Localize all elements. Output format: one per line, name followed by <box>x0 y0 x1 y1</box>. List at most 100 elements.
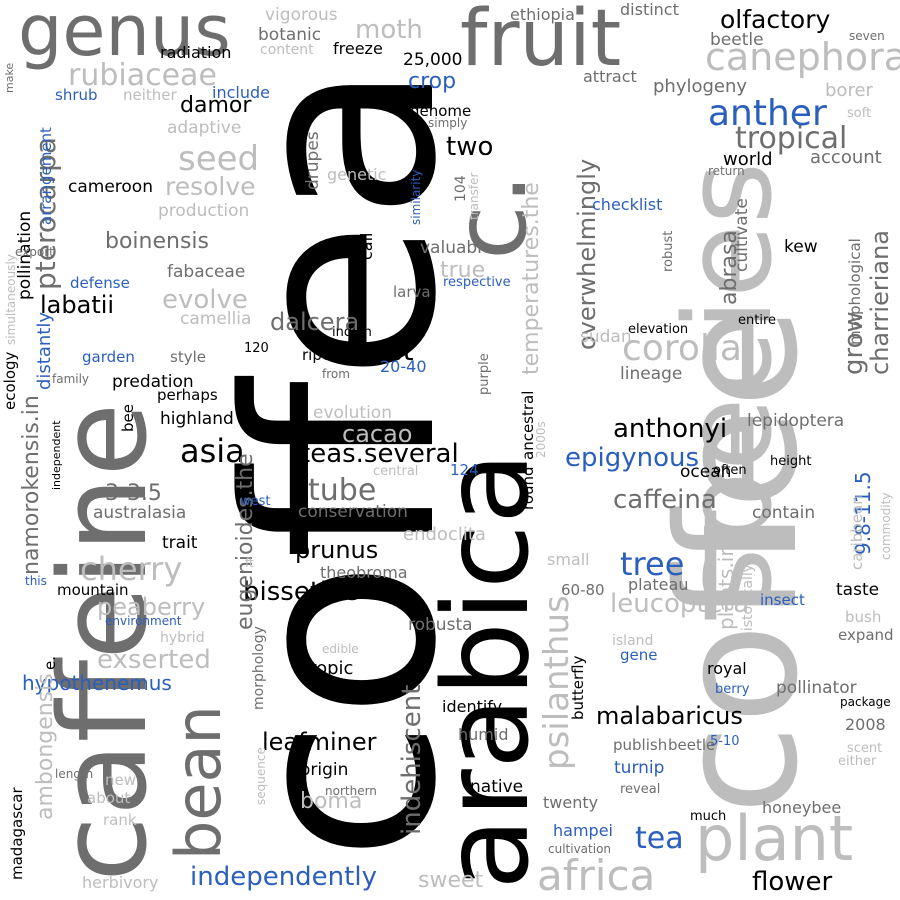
word-garden: garden <box>82 348 135 366</box>
word-africa: africa <box>537 851 655 900</box>
word-genus: genus <box>18 0 231 72</box>
word-return: return <box>708 164 745 178</box>
word-madagascar: madagascar <box>8 787 26 880</box>
word-tree: tree <box>620 545 684 583</box>
word-two: two <box>446 132 493 162</box>
word-sequence: sequence <box>254 747 268 805</box>
word-leucoptera: leucoptera <box>610 589 749 619</box>
word-gene: gene <box>620 646 658 664</box>
word-insect: insect <box>760 591 805 609</box>
word-ambongensis: ambongensis <box>33 673 58 820</box>
word-ethiopia: ethiopia <box>510 5 575 24</box>
word-temperatures-the: temperatures.the <box>519 182 544 375</box>
word-camellia: camellia <box>180 309 251 329</box>
word-robust: robust <box>661 231 676 272</box>
word-cultivate: cultivate <box>732 198 752 272</box>
word-height: height <box>770 454 811 469</box>
word-mountain: mountain <box>57 581 129 599</box>
word-make: make <box>3 63 16 93</box>
word-flower: flower <box>752 867 833 897</box>
word-coffea: coffea <box>192 62 494 862</box>
word-caffeina: caffeina <box>613 485 717 515</box>
word-identify: identify <box>442 697 502 716</box>
word-family: family <box>52 372 89 386</box>
word-shrub: shrub <box>55 86 98 104</box>
word-distinct: distinct <box>620 0 679 19</box>
word-botanic: botanic <box>258 25 321 45</box>
word-dalcera: dalcera <box>270 308 359 336</box>
word-teas-several: teas.several <box>300 439 459 469</box>
word-about: about <box>87 789 130 807</box>
word-call: call <box>357 233 376 261</box>
word-conservation: conservation <box>298 502 408 522</box>
word-morphology: morphology <box>251 626 267 710</box>
word-reveal: reveal <box>620 782 660 797</box>
word-bush: bush <box>845 608 881 626</box>
word-production: production <box>158 201 249 221</box>
word-plateau: plateau <box>628 575 688 594</box>
word-25-000: 25,000 <box>403 50 462 70</box>
word-bean: bean <box>162 705 235 860</box>
word-crop: crop <box>408 69 456 94</box>
word-soft: soft <box>847 106 871 121</box>
word-honeybee: honeybee <box>762 798 841 817</box>
word-grow: grow <box>839 311 869 375</box>
word-malabaricus: malabaricus <box>596 702 743 730</box>
word-cacao: cacao <box>342 420 413 448</box>
word-boinensis: boinensis <box>105 229 209 254</box>
word-indian: indian <box>332 325 372 340</box>
word-sudan: sudan <box>580 327 632 347</box>
word-trait: trait <box>162 533 198 553</box>
word-fabaceae: fabaceae <box>167 262 245 282</box>
word-vigorous: vigorous <box>265 5 338 25</box>
word-northern: northern <box>325 784 377 798</box>
word-radiation: radiation <box>160 43 231 62</box>
word-endoclita: endoclita <box>403 524 486 545</box>
word-central: central <box>373 464 418 479</box>
word-phylogeny: phylogeny <box>653 76 747 97</box>
word-beetle: beetle <box>668 736 715 754</box>
word-pollinator: pollinator <box>776 678 857 698</box>
word-predation: predation <box>112 372 194 392</box>
word-canephora: canephora <box>705 35 900 79</box>
word-robusta: robusta <box>408 615 473 635</box>
word-genetic: genetic <box>327 165 387 184</box>
word-cameroon: cameroon <box>68 177 153 197</box>
word-104: 104 <box>453 175 469 202</box>
word-twenty: twenty <box>543 793 598 812</box>
word-world: world <box>723 149 773 170</box>
word-boma: boma <box>300 789 362 814</box>
word-asia: asia <box>180 432 245 470</box>
word-often: often <box>713 463 747 478</box>
word-evolve: evolve <box>162 285 248 315</box>
word-distantly: distantly <box>34 312 55 390</box>
word-pterocarpa: pterocarpa <box>29 137 62 290</box>
word-peaberry: peaberry <box>97 593 205 621</box>
word-elevation: elevation <box>628 322 688 337</box>
word-similarity: similarity <box>409 170 423 225</box>
word-coffee: coffee <box>642 307 834 815</box>
word-west: west <box>240 494 271 509</box>
word-beetle: beetle <box>710 30 764 50</box>
word-scent: scent <box>847 741 882 756</box>
word-anther: anther <box>708 93 827 134</box>
word-hybrid: hybrid <box>160 630 205 646</box>
word-respective: respective <box>443 275 511 290</box>
word-ocean: ocean <box>680 462 731 482</box>
word-origin: origin <box>300 760 348 780</box>
word-export: export <box>15 245 54 259</box>
word-purple: purple <box>477 353 492 395</box>
word-herbivory: herbivory <box>82 873 158 892</box>
word-include: include <box>212 83 270 102</box>
word-independently: independently <box>190 862 377 892</box>
word-native: native <box>470 777 523 797</box>
word-2008: 2008 <box>845 715 886 734</box>
word-corolla: corolla <box>622 328 742 369</box>
word-simply: simply <box>428 116 467 130</box>
word-anthonyi: anthonyi <box>613 414 727 444</box>
word-expand: expand <box>838 626 894 644</box>
word-perhaps: perhaps <box>157 386 218 404</box>
word-species: species <box>660 162 799 610</box>
word-theobroma: theobroma <box>320 563 408 582</box>
